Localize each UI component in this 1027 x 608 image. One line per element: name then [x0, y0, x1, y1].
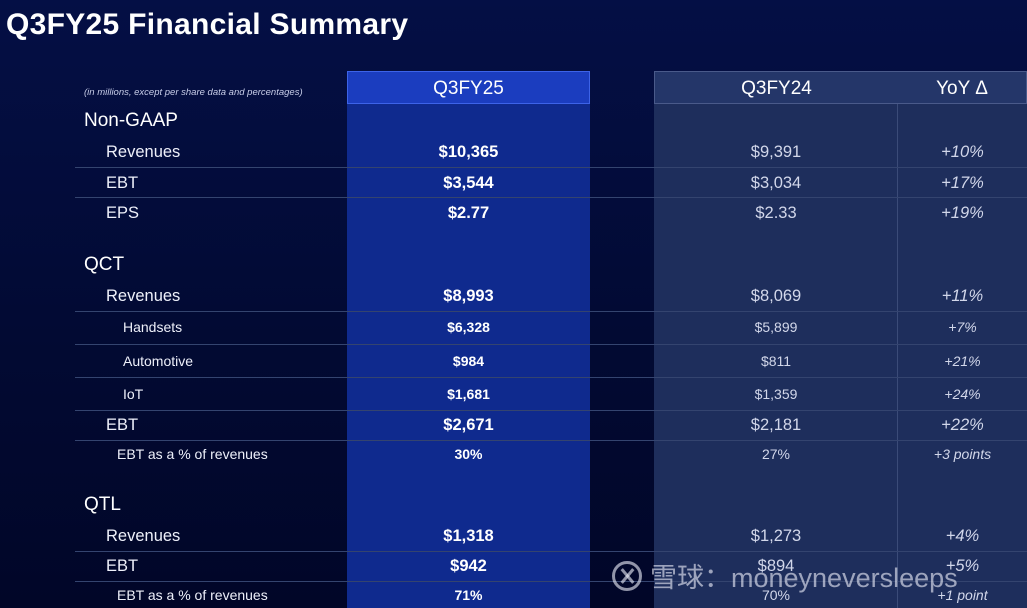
column-header-current: Q3FY25: [347, 71, 590, 104]
prior-value: $3,034: [750, 174, 802, 192]
units-note: (in millions, except per share data and …: [84, 87, 303, 98]
prior-value: $894: [757, 557, 795, 575]
row-divider: [75, 440, 1027, 441]
current-value: $8,993: [443, 287, 494, 305]
watermark: 雪球：moneyneversleeps: [612, 556, 958, 595]
current-value: 71%: [454, 587, 483, 603]
row-divider: [75, 410, 1027, 411]
row-label: Revenues: [106, 143, 181, 161]
yoy-value: +5%: [945, 557, 980, 575]
row-label: EBT as a % of revenues: [117, 446, 268, 462]
row-divider: [75, 551, 1027, 552]
snowball-logo-icon: [612, 560, 642, 591]
prior-value: $8,069: [750, 287, 802, 305]
row-label: IoT: [123, 386, 144, 402]
yoy-value: +1 point: [937, 587, 988, 603]
row-divider: [75, 344, 1027, 345]
row-divider: [75, 581, 1027, 582]
row-label: Revenues: [106, 287, 181, 305]
yoy-value: +19%: [941, 204, 984, 222]
prior-value: 27%: [761, 446, 791, 462]
prior-value: $2.33: [755, 204, 797, 222]
row-divider: [75, 197, 1027, 198]
current-value: $3,544: [443, 174, 494, 192]
row-label: EBT as a % of revenues: [117, 587, 268, 603]
prior-value: $9,391: [750, 143, 802, 161]
current-period-column: [347, 71, 590, 608]
yoy-value: +4%: [945, 527, 980, 545]
section-label-qct: QCT: [84, 254, 125, 275]
watermark-text: 雪球：moneyneversleeps: [650, 563, 958, 593]
current-value: $984: [452, 353, 485, 369]
section-label-nongaap: Non-GAAP: [84, 110, 178, 131]
current-value: $942: [450, 557, 487, 575]
column-header-yoy: YoY Δ: [898, 71, 1027, 104]
row-label: EBT: [106, 557, 139, 575]
row-label: EBT: [106, 416, 139, 434]
yoy-value: +17%: [941, 174, 984, 192]
yoy-value: +10%: [941, 143, 984, 161]
prior-period-column: [654, 71, 1027, 608]
page-title: Q3FY25 Financial Summary: [6, 8, 409, 41]
prior-value: 70%: [761, 587, 791, 603]
current-value: $2,671: [443, 416, 494, 434]
yoy-value: +11%: [941, 287, 984, 305]
yoy-value: +24%: [944, 386, 981, 402]
row-label: Revenues: [106, 527, 181, 545]
prior-value: $5,899: [754, 319, 798, 335]
prior-value: $1,359: [754, 386, 798, 402]
section-label-qtl: QTL: [84, 494, 121, 515]
row-label: Handsets: [123, 319, 183, 335]
yoy-value: +21%: [944, 353, 981, 369]
row-divider: [75, 311, 1027, 312]
row-divider: [75, 377, 1027, 378]
prior-value: $1,273: [750, 527, 802, 545]
yoy-value: +3 points: [933, 446, 992, 462]
current-value: 30%: [454, 446, 483, 462]
yoy-value: +22%: [941, 416, 984, 434]
current-value: $2.77: [447, 204, 490, 222]
column-header-prior: Q3FY24: [654, 71, 898, 104]
row-label: Automotive: [123, 353, 194, 369]
yoy-value: +7%: [948, 319, 977, 335]
prior-value: $811: [760, 353, 792, 369]
current-value: $6,328: [447, 319, 490, 335]
row-divider: [75, 167, 1027, 168]
prior-value: $2,181: [750, 416, 802, 434]
current-value: $1,318: [443, 527, 494, 545]
row-label: EBT: [106, 174, 139, 192]
current-value: $1,681: [447, 386, 490, 402]
column-divider: [897, 71, 898, 608]
current-value: $10,365: [438, 143, 499, 161]
row-label: EPS: [106, 204, 140, 222]
